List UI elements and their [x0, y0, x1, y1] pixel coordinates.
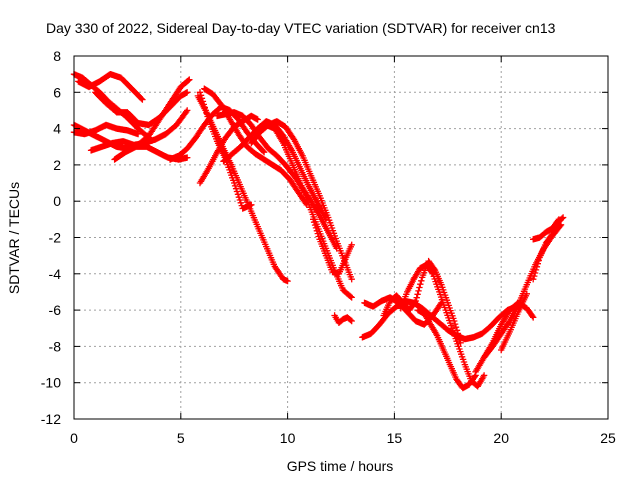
- data-points-track-28: [530, 216, 563, 243]
- x-tick-label: 0: [70, 430, 78, 446]
- series-track-3: [75, 71, 146, 103]
- data-points-track-26: [498, 290, 530, 354]
- series-track-28: [530, 216, 563, 243]
- grid: [74, 56, 608, 419]
- data-points-track-4: [92, 89, 191, 129]
- series-track-15: [248, 118, 355, 283]
- y-tick-label: -8: [49, 338, 62, 354]
- y-tick-label: 6: [53, 84, 61, 100]
- series-track-17: [310, 216, 355, 277]
- y-tick-label: -10: [41, 375, 61, 391]
- x-tick-label: 5: [177, 430, 185, 446]
- series-track-26: [498, 290, 530, 354]
- y-tick-label: 2: [53, 157, 61, 173]
- chart-title: Day 330 of 2022, Sidereal Day-to-day VTE…: [46, 20, 556, 36]
- data-points-track-15: [248, 118, 355, 283]
- series-track-22: [397, 261, 488, 390]
- series-track-4: [92, 89, 191, 129]
- y-tick-label: -2: [49, 230, 62, 246]
- data-points-track-17: [310, 216, 355, 277]
- y-tick-label: 4: [53, 121, 61, 137]
- y-tick-label: 0: [53, 193, 61, 209]
- data-points-track-22: [397, 261, 488, 390]
- data-points-track-23: [414, 306, 479, 392]
- x-tick-label: 20: [493, 430, 509, 446]
- x-tick-label: 25: [600, 430, 616, 446]
- y-tick-label: 8: [53, 48, 61, 64]
- y-axis: -12 -10 -8 -6 -4 -2 0 2 4 6 8: [41, 48, 608, 427]
- series-track-20: [361, 294, 445, 328]
- x-tick-label: 10: [280, 430, 296, 446]
- plot-area: [70, 71, 567, 392]
- data-points-track-20: [361, 294, 445, 328]
- y-tick-label: -12: [41, 411, 61, 427]
- data-points-track-10: [196, 89, 255, 212]
- series-track-10: [196, 89, 255, 212]
- x-axis-label: GPS time / hours: [287, 458, 394, 474]
- y-tick-label: -6: [49, 302, 62, 318]
- series-track-18: [331, 312, 355, 326]
- x-tick-label: 15: [387, 430, 403, 446]
- data-points-track-18: [331, 312, 355, 326]
- y-tick-label: -4: [49, 266, 62, 282]
- y-axis-label: SDTVAR / TECUs: [6, 182, 22, 294]
- data-points-track-3: [75, 71, 146, 103]
- x-axis: 0 5 10 15 20 25: [70, 56, 616, 446]
- series-track-23: [414, 306, 479, 392]
